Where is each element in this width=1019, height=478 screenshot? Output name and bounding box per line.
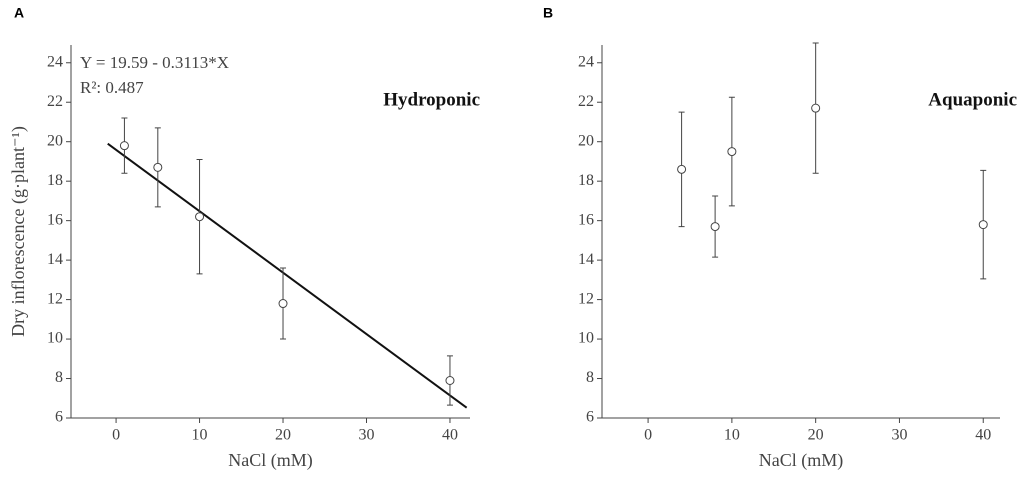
x-tick-label: 30 <box>358 427 374 444</box>
x-tick-label: 10 <box>724 427 740 444</box>
data-point <box>195 212 205 222</box>
y-tick-label: 14 <box>47 251 63 268</box>
x-tick-label: 10 <box>192 427 208 444</box>
fit-line <box>107 142 468 409</box>
y-tick-label: 6 <box>55 409 63 426</box>
annotation: Aquaponic <box>928 89 1017 110</box>
y-tick-label: 18 <box>47 172 63 189</box>
x-axis-label: NaCl (mM) <box>759 450 844 471</box>
panel-label: B <box>543 5 553 21</box>
y-tick-label: 16 <box>47 211 63 228</box>
y-tick-label: 12 <box>578 290 594 307</box>
y-tick-label: 14 <box>578 251 594 268</box>
x-tick-label: 0 <box>644 427 652 444</box>
y-axis-label: Dry inflorescence (g·plant⁻¹) <box>8 126 29 337</box>
y-tick-label: 12 <box>47 290 63 307</box>
y-tick-label: 8 <box>55 369 63 386</box>
data-point <box>727 147 737 157</box>
r-squared: R²: 0.487 <box>80 78 144 97</box>
y-tick-label: 20 <box>578 132 594 149</box>
y-tick-label: 20 <box>47 132 63 149</box>
panel-label: A <box>14 5 24 21</box>
data-point <box>677 164 687 174</box>
data-point <box>710 222 720 232</box>
data-point <box>119 141 129 151</box>
data-point <box>978 220 988 230</box>
x-tick-label: 20 <box>275 427 291 444</box>
y-tick-label: 8 <box>586 369 594 386</box>
x-tick-label: 20 <box>808 427 824 444</box>
y-tick-label: 10 <box>578 330 594 347</box>
x-tick-label: 40 <box>442 427 458 444</box>
annotation: Hydroponic <box>383 89 480 110</box>
y-tick-label: 18 <box>578 172 594 189</box>
y-tick-label: 10 <box>47 330 63 347</box>
data-point <box>811 103 821 113</box>
equation: Y = 19.59 - 0.3113*X <box>80 53 229 72</box>
x-tick-label: 40 <box>975 427 991 444</box>
data-point <box>445 376 455 386</box>
data-point <box>153 162 163 172</box>
y-tick-label: 24 <box>578 53 594 70</box>
data-point <box>278 299 288 309</box>
x-tick-label: 30 <box>891 427 907 444</box>
x-tick-label: 0 <box>112 427 120 444</box>
x-axis-label: NaCl (mM) <box>228 450 313 471</box>
y-tick-label: 22 <box>47 93 63 110</box>
y-tick-label: 22 <box>578 93 594 110</box>
y-tick-label: 16 <box>578 211 594 228</box>
y-tick-label: 24 <box>47 53 63 70</box>
y-tick-label: 6 <box>586 409 594 426</box>
